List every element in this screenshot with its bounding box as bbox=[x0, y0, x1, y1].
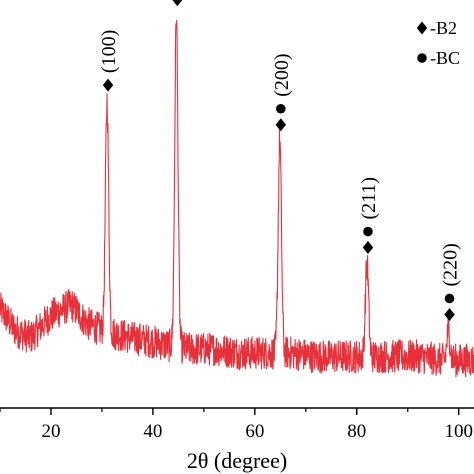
x-tick-label: 80 bbox=[347, 421, 366, 442]
peak-marker-circle-icon bbox=[276, 103, 286, 114]
peak-annotations: (100)(110)(200)(211)(220) bbox=[98, 0, 462, 321]
xrd-signal-line bbox=[0, 19, 474, 378]
peak-marker-diamond-icon bbox=[102, 78, 114, 92]
peak-label: (200) bbox=[271, 53, 293, 96]
x-axis-title: 2θ (degree) bbox=[187, 448, 287, 473]
plot-area bbox=[0, 19, 474, 378]
peak-label: (100) bbox=[98, 30, 120, 73]
peak-marker-circle-icon bbox=[444, 293, 455, 304]
peak-marker-diamond-icon bbox=[362, 241, 374, 255]
peak-label: (211) bbox=[358, 177, 380, 220]
x-axis-ticks: 20 40 60 80 100 bbox=[0, 408, 473, 442]
peak-marker-diamond-icon bbox=[444, 307, 455, 321]
legend-label: -B2 bbox=[430, 18, 457, 38]
legend-label: -BC bbox=[430, 48, 460, 68]
x-tick-label: 20 bbox=[41, 421, 60, 442]
x-tick-label: 40 bbox=[143, 421, 162, 442]
peak-label: (220) bbox=[440, 243, 462, 286]
x-tick-label: 60 bbox=[245, 421, 264, 442]
legend-circle-icon bbox=[417, 53, 427, 63]
x-tick-label: 100 bbox=[444, 421, 473, 442]
peak-marker-circle-icon bbox=[363, 226, 373, 237]
legend-diamond-icon bbox=[416, 21, 428, 35]
peak-marker-diamond-icon bbox=[172, 0, 183, 7]
peak-marker-diamond-icon bbox=[275, 118, 287, 132]
legend: -B2 -BC bbox=[416, 18, 460, 68]
